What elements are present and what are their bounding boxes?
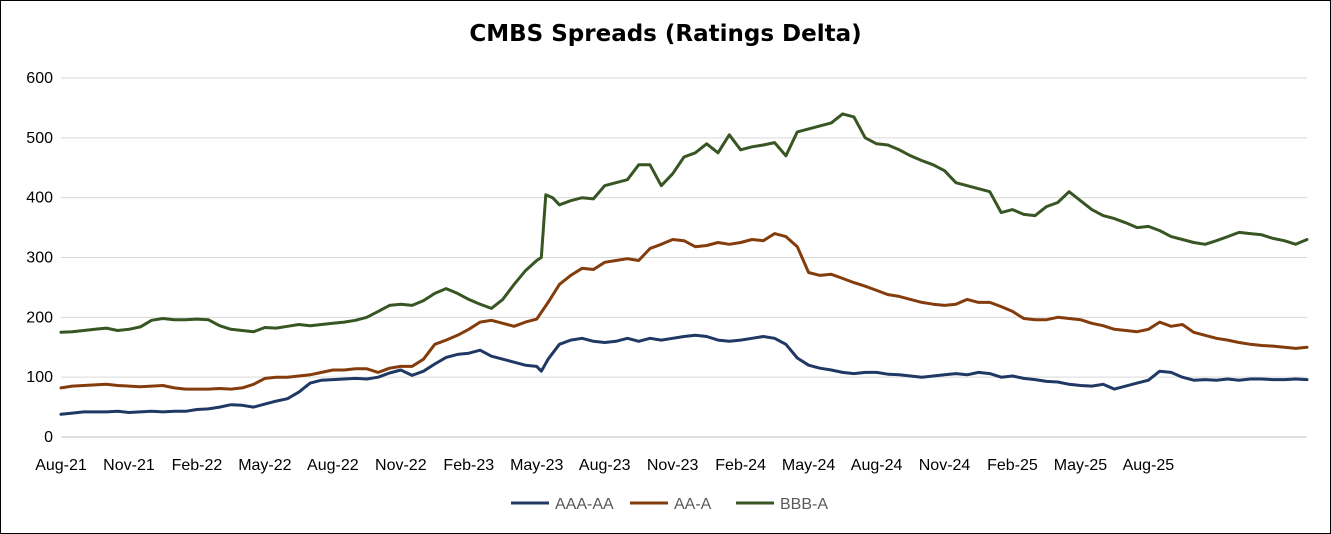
x-tick-label: Aug-24 xyxy=(851,457,903,474)
x-tick-label: Nov-24 xyxy=(919,457,971,474)
x-tick-label: May-24 xyxy=(782,457,835,474)
x-tick-label: May-23 xyxy=(510,457,563,474)
x-tick-label: Feb-24 xyxy=(715,457,766,474)
series-line-aa-a xyxy=(59,232,1309,391)
x-tick-label: Feb-22 xyxy=(172,457,223,474)
x-tick-label: Nov-23 xyxy=(647,457,699,474)
x-tick-label: Aug-22 xyxy=(307,457,359,474)
y-tick-label: 600 xyxy=(26,70,53,87)
series-line-aaa-aa xyxy=(59,333,1309,416)
y-tick-label: 400 xyxy=(26,190,53,207)
x-tick-label: May-25 xyxy=(1054,457,1107,474)
x-tick-label: Aug-21 xyxy=(35,457,87,474)
x-tick-label: Feb-25 xyxy=(987,457,1038,474)
chart-title: CMBS Spreads (Ratings Delta) xyxy=(469,21,862,47)
x-tick-label: Nov-21 xyxy=(103,457,155,474)
legend-label: BBB-A xyxy=(780,496,828,513)
x-tick-label: Aug-23 xyxy=(579,457,631,474)
y-tick-label: 500 xyxy=(26,130,53,147)
y-tick-label: 0 xyxy=(44,429,53,446)
x-tick-label: Nov-22 xyxy=(375,457,427,474)
y-tick-label: 200 xyxy=(26,309,53,326)
y-tick-label: 300 xyxy=(26,250,53,267)
x-tick-label: Feb-23 xyxy=(443,457,494,474)
series-line-bbb-a xyxy=(59,112,1309,334)
legend-label: AAA-AA xyxy=(555,496,614,513)
legend-label: AA-A xyxy=(674,496,712,513)
x-tick-label: Aug-25 xyxy=(1123,457,1175,474)
x-tick-label: May-22 xyxy=(238,457,291,474)
y-tick-label: 100 xyxy=(26,369,53,386)
